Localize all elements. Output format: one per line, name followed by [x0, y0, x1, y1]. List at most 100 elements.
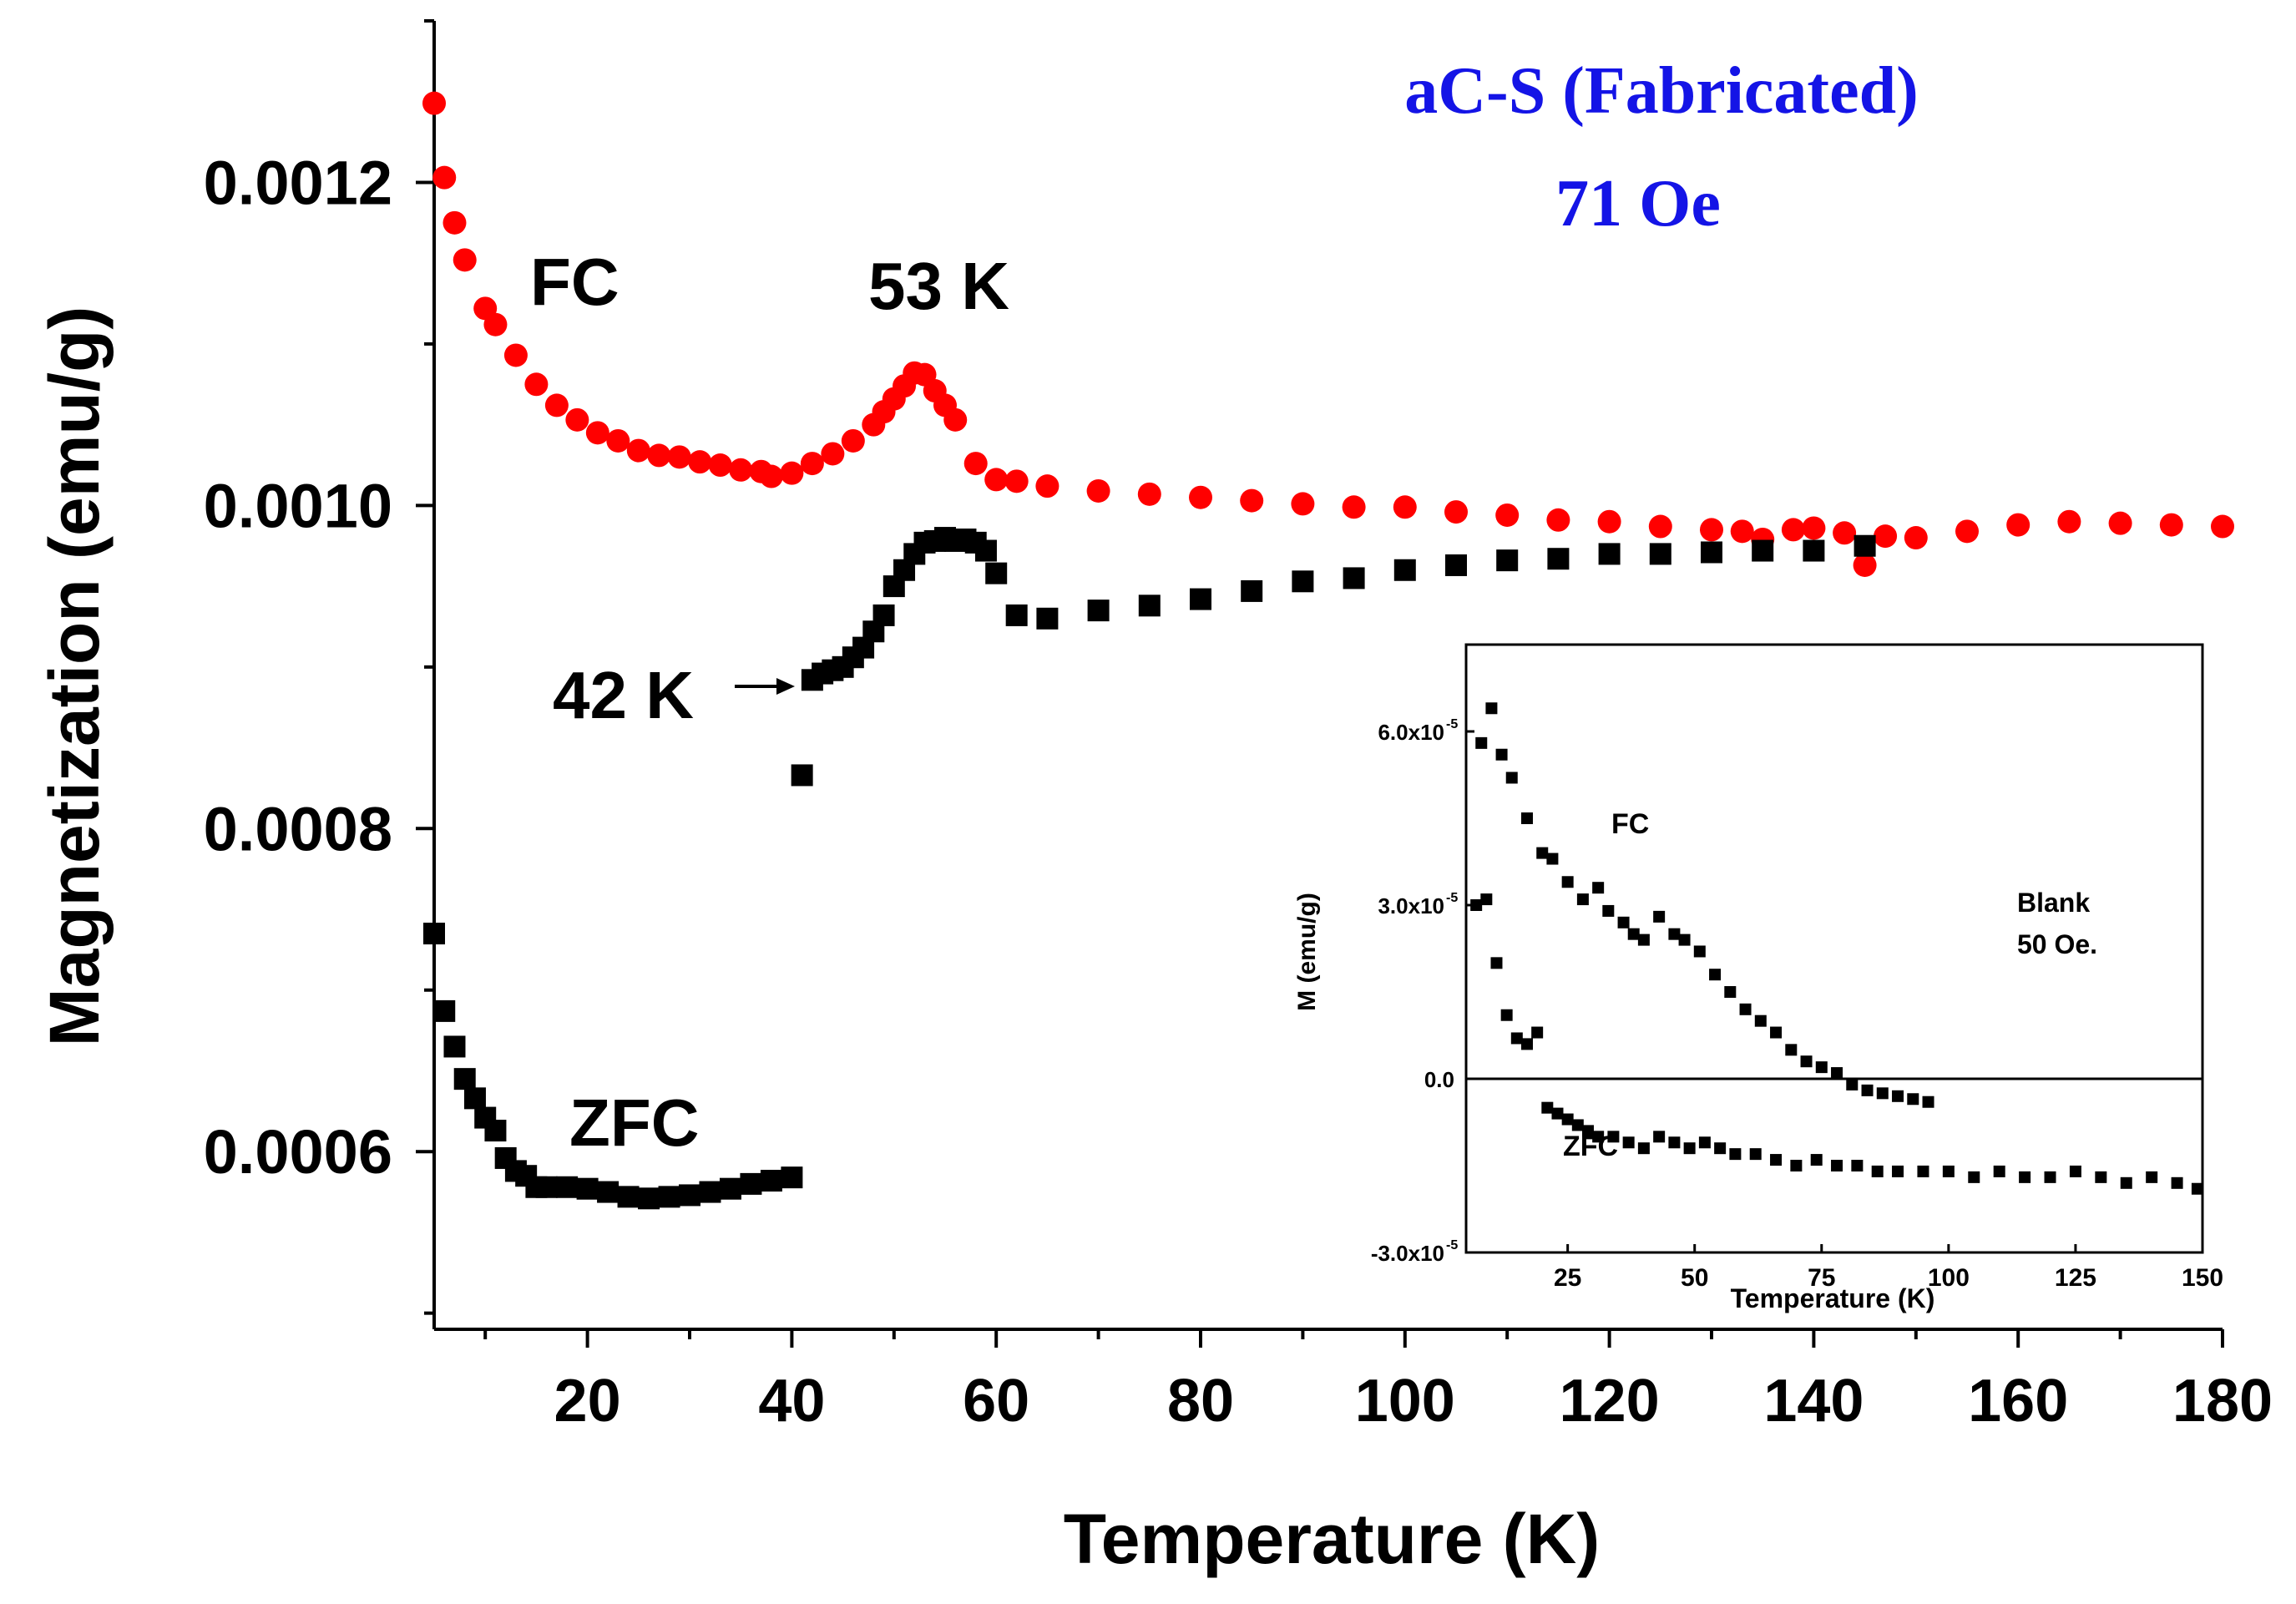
zfc-point: [719, 1177, 741, 1200]
inset-zfc-point: [1810, 1154, 1823, 1166]
inset-fc-point: [1592, 882, 1605, 894]
zfc-point: [974, 539, 997, 562]
fc-point: [984, 468, 1009, 492]
fc-point: [963, 452, 988, 476]
zfc-point: [1138, 595, 1161, 617]
fc-point: [503, 343, 528, 367]
fc-point: [1730, 519, 1754, 544]
inset-zfc-point: [1851, 1160, 1864, 1171]
inset-zfc-point: [1500, 1009, 1513, 1021]
fc-point: [759, 464, 783, 488]
main-ytick-label: 0.0008: [204, 794, 392, 863]
inset-fc-point: [1785, 1044, 1798, 1056]
inset-ytick-exponent: -5: [1446, 891, 1458, 905]
fc-point: [1189, 485, 1212, 509]
zfc-point: [781, 1166, 803, 1189]
fc-point: [626, 438, 650, 463]
inset-xtick-label: 100: [1928, 1264, 1970, 1292]
inset-zfc-point: [1892, 1165, 1904, 1177]
fc-point: [1240, 488, 1264, 513]
inset-xlabel: Temperature (K): [1731, 1283, 1935, 1313]
inset-fc-point: [1546, 853, 1559, 865]
zfc-point: [679, 1184, 700, 1207]
zfc-point: [1752, 539, 1774, 562]
zfc-point: [576, 1177, 599, 1200]
inset-ytick-exponent: -5: [1446, 1238, 1458, 1252]
inset-plot: 25 50 75 100 125 150 -3.0x10 -50.03.0x10 -56.0x…: [1293, 643, 2223, 1313]
inset-zfc-point: [1871, 1165, 1884, 1177]
inset-zfc-point: [1490, 957, 1503, 969]
zfc-point: [1005, 604, 1028, 626]
main-ytick-label: 0.0006: [204, 1117, 392, 1187]
fc-point: [1444, 500, 1468, 524]
fc-point: [688, 450, 712, 474]
annotation-53k: 53 K: [868, 249, 1009, 323]
inset-zfc-point: [1653, 1131, 1666, 1143]
inset-ytick-exponent: -5: [1446, 717, 1458, 731]
inset-xtick-label: 150: [2182, 1264, 2223, 1292]
inset-zfc-point: [1470, 899, 1483, 911]
inset-fc-point: [1668, 928, 1681, 940]
fc-point: [1342, 495, 1366, 519]
zfc-point: [1445, 554, 1467, 576]
inset-zfc-point: [1729, 1148, 1742, 1161]
inset-zfc-point: [2019, 1171, 2031, 1183]
fc-point: [453, 248, 477, 272]
fc-point: [2159, 513, 2183, 537]
inset-zfc-point: [1551, 1107, 1564, 1120]
inset-zfc-point: [1942, 1165, 1955, 1177]
fc-point: [565, 407, 589, 432]
inset-zfc-point: [2069, 1165, 2081, 1177]
fc-point: [1004, 469, 1029, 493]
inset-zfc-point: [1968, 1171, 1980, 1183]
inset-fc-point: [1876, 1087, 1889, 1100]
inset-annotation-fc: FC: [1611, 808, 1649, 840]
fc-point: [1137, 482, 1161, 506]
fc-point: [2057, 509, 2081, 534]
inset-zfc-point: [1668, 1136, 1681, 1149]
zfc-point: [1292, 570, 1314, 593]
inset-zfc-point: [1749, 1148, 1762, 1161]
inset-zfc-point: [1592, 1131, 1605, 1143]
zfc-point: [453, 1068, 476, 1090]
fc-point: [647, 443, 671, 468]
inset-zfc-point: [1622, 1136, 1635, 1149]
main-xtick-label: 80: [1167, 1368, 1234, 1434]
inset-zfc-point: [1480, 893, 1493, 906]
main-plot: 20 40 60 80 100 120 140 160 180 0.00060.00080.00…: [35, 19, 2273, 1578]
inset-fc-point: [1892, 1090, 1904, 1102]
inset-zfc-point: [2191, 1182, 2203, 1195]
inset-zfc-point: [2171, 1176, 2183, 1189]
fc-point: [1781, 518, 1805, 542]
inset-xtick-label: 75: [1808, 1264, 1835, 1292]
fc-point: [1393, 495, 1417, 519]
inset-fc-point: [1800, 1055, 1813, 1068]
fc-point: [2006, 513, 2030, 537]
fc-point: [1955, 519, 1979, 544]
zfc-point: [556, 1176, 579, 1198]
main-xtick-label: 100: [1355, 1368, 1455, 1434]
fc-point: [1597, 509, 1621, 534]
fc-point: [2108, 511, 2132, 535]
inset-zfc-point: [2146, 1171, 2158, 1183]
inset-fc-point: [1693, 945, 1706, 958]
zfc-point: [423, 923, 445, 945]
fc-point: [524, 372, 549, 397]
zfc-point: [740, 1172, 762, 1195]
main-subtitle: 71 Oe: [1555, 167, 1721, 240]
fc-point: [606, 428, 630, 453]
inset-zfc-point: [1581, 1125, 1594, 1137]
main-xtick-label: 180: [2172, 1368, 2273, 1434]
fc-point: [841, 428, 865, 453]
fc-point: [667, 445, 691, 469]
inset-zfc-point: [2095, 1171, 2107, 1183]
inset-fc-point: [1831, 1067, 1843, 1080]
inset-xtick-label: 25: [1554, 1264, 1581, 1292]
zfc-point: [1190, 588, 1211, 610]
fc-point: [1904, 526, 1928, 550]
zfc-point: [791, 764, 813, 787]
inset-fc-point: [1505, 772, 1518, 784]
main-ytick-label: 0.0010: [204, 471, 392, 540]
inset-fc-point: [1475, 736, 1488, 749]
inset-zfc-point: [1571, 1119, 1584, 1131]
